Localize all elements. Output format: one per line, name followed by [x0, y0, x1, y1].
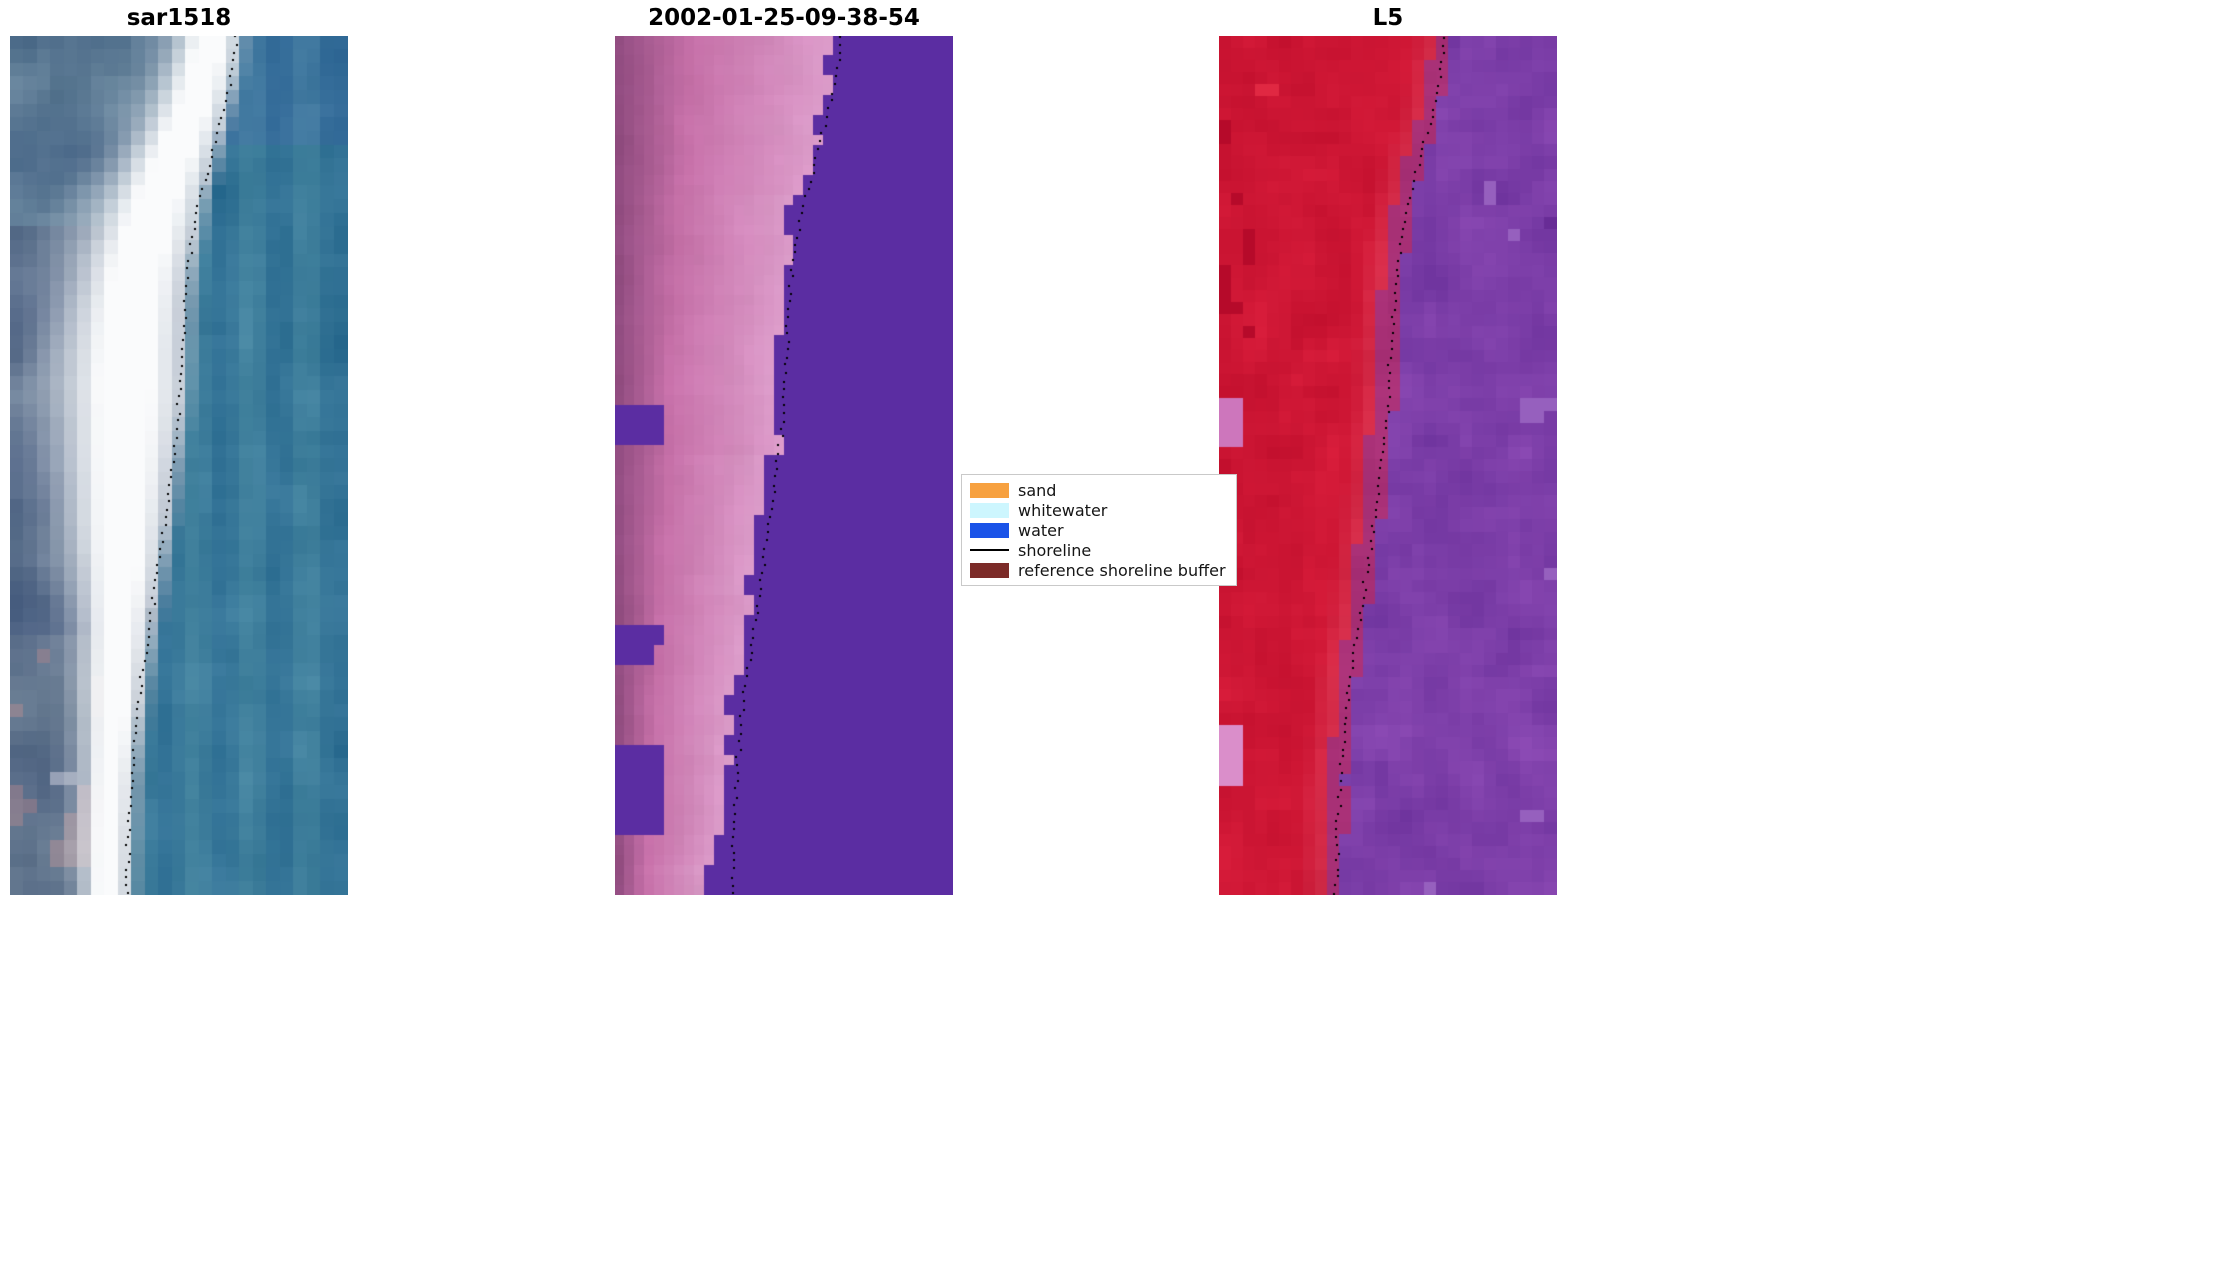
legend-item-water: water [970, 520, 1226, 540]
shoreline-line-swatch [970, 549, 1009, 551]
panel-l5: L5 [1219, 2, 1557, 895]
reference-shoreline-buffer-color-swatch [970, 562, 1009, 578]
water-color-swatch [970, 522, 1009, 538]
legend-label-shoreline: shoreline [1018, 540, 1092, 560]
sand-color-swatch [970, 482, 1009, 498]
sar1518-satellite-image [10, 36, 348, 895]
legend-item-reference-shoreline-buffer: reference shoreline buffer [970, 560, 1226, 580]
legend-item-sand: sand [970, 480, 1226, 500]
legend-item-shoreline: shoreline [970, 540, 1226, 560]
legend-label-reference-shoreline-buffer: reference shoreline buffer [1018, 560, 1226, 580]
panel-classification: 2002-01-25-09-38-54 [615, 2, 953, 895]
legend-item-whitewater: whitewater [970, 500, 1226, 520]
l5-false-color-image [1219, 36, 1557, 895]
panel-title-l5: L5 [1372, 5, 1404, 31]
legend: sand whitewater water shoreline reference sh… [961, 474, 1237, 586]
panel-title-date: 2002-01-25-09-38-54 [648, 5, 920, 31]
legend-label-water: water [1018, 520, 1064, 540]
panel-title-sar1518: sar1518 [126, 5, 232, 31]
whitewater-color-swatch [970, 502, 1009, 518]
legend-label-sand: sand [1018, 480, 1057, 500]
legend-label-whitewater: whitewater [1018, 500, 1108, 520]
panel-sar1518: sar1518 [10, 2, 348, 895]
classification-image [615, 36, 953, 895]
